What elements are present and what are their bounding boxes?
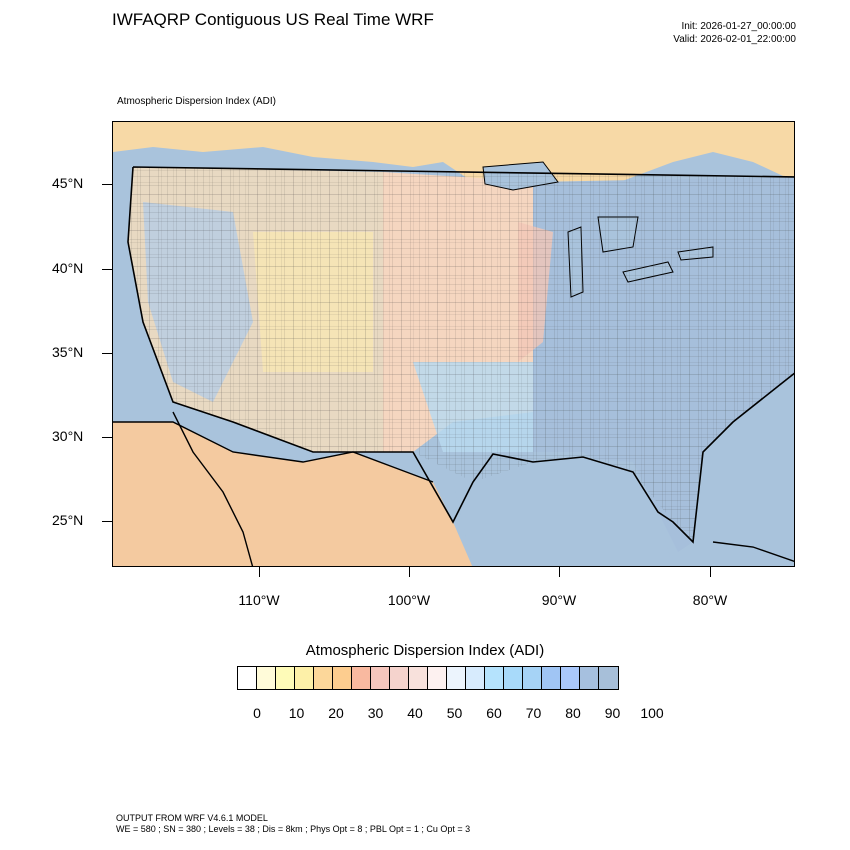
- plot-title: IWFAQRP Contiguous US Real Time WRF: [112, 10, 434, 29]
- colorbar-cell: [428, 667, 447, 689]
- lon-label-100w: 100°W: [387, 592, 431, 608]
- colorbar-cell: [542, 667, 561, 689]
- colorbar-cell: [504, 667, 523, 689]
- colorbar-tick-label: 100: [640, 705, 664, 721]
- us-coastline: [127, 166, 794, 544]
- colorbar-tick-label: 80: [565, 705, 581, 721]
- colorbar-cell: [466, 667, 485, 689]
- colorbar-cell: [295, 667, 314, 689]
- colorbar-tick-label: 0: [253, 705, 261, 721]
- mexico-land: [113, 422, 473, 566]
- cuba-coastline: [712, 541, 794, 563]
- adi-map: [112, 121, 795, 567]
- lat-tick: [102, 353, 112, 354]
- lat-label-35: 35°N: [52, 344, 84, 360]
- colorbar-cell: [599, 667, 618, 689]
- colorbar-tick-label: 30: [367, 705, 384, 721]
- init-valid-times: Init: 2026-01-27_00:00:00 Valid: 2026-02…: [673, 20, 796, 46]
- init-time: Init: 2026-01-27_00:00:00: [681, 21, 796, 32]
- colorbar-tick-label: 40: [407, 705, 423, 721]
- colorbar-cell: [238, 667, 257, 689]
- lon-tick: [559, 567, 560, 577]
- lon-label-80w: 80°W: [692, 592, 728, 608]
- lat-label-25: 25°N: [52, 512, 84, 528]
- colorbar-tick-label: 90: [604, 705, 621, 721]
- state-boundaries: [128, 167, 794, 542]
- map-canvas: [113, 122, 794, 566]
- colorbar-cell: [390, 667, 409, 689]
- colorbar-cell: [314, 667, 333, 689]
- colorbar-cell: [523, 667, 542, 689]
- colorbar-cell: [371, 667, 390, 689]
- lon-tick: [710, 567, 711, 577]
- lat-label-45: 45°N: [52, 175, 84, 191]
- lat-tick: [102, 184, 112, 185]
- colorbar-cell: [352, 667, 371, 689]
- lat-tick: [102, 269, 112, 270]
- colorbar-cell: [333, 667, 352, 689]
- lon-tick: [259, 567, 260, 577]
- colorbar-cell: [409, 667, 428, 689]
- mexico-border: [113, 421, 434, 483]
- model-info-line2: WE = 580 ; SN = 380 ; Levels = 38 ; Dis …: [116, 824, 471, 834]
- colorbar-tick-label: 50: [446, 705, 463, 721]
- lat-tick: [102, 521, 112, 522]
- colorbar-title: Atmospheric Dispersion Index (ADI): [305, 642, 545, 659]
- colorbar-cell: [561, 667, 580, 689]
- gulf-of-mexico: [453, 452, 673, 566]
- lat-label-30: 30°N: [52, 428, 84, 444]
- colorbar-cell: [485, 667, 504, 689]
- colorbar-cell: [257, 667, 276, 689]
- map-subtitle: Atmospheric Dispersion Index (ADI): [117, 96, 276, 107]
- colorbar-tick-label: 10: [288, 705, 305, 721]
- baja-coastline: [172, 411, 254, 566]
- lat-tick: [102, 437, 112, 438]
- valid-time: Valid: 2026-02-01_22:00:00: [673, 34, 796, 45]
- model-info-line1: OUTPUT FROM WRF V4.6.1 MODEL: [116, 813, 268, 823]
- colorbar-tick-label: 60: [486, 705, 502, 721]
- lon-tick: [409, 567, 410, 577]
- lon-label-90w: 90°W: [541, 592, 577, 608]
- lat-label-40: 40°N: [52, 260, 84, 276]
- model-info: OUTPUT FROM WRF V4.6.1 MODEL WE = 580 ; …: [116, 813, 470, 835]
- lon-label-110w: 110°W: [238, 592, 280, 608]
- colorbar-tick-label: 70: [525, 705, 542, 721]
- colorbar-tick-label: 20: [328, 705, 344, 721]
- colorbar-cell: [276, 667, 295, 689]
- colorbar-cell: [447, 667, 466, 689]
- colorbar-cell: [580, 667, 599, 689]
- colorbar: [237, 666, 619, 690]
